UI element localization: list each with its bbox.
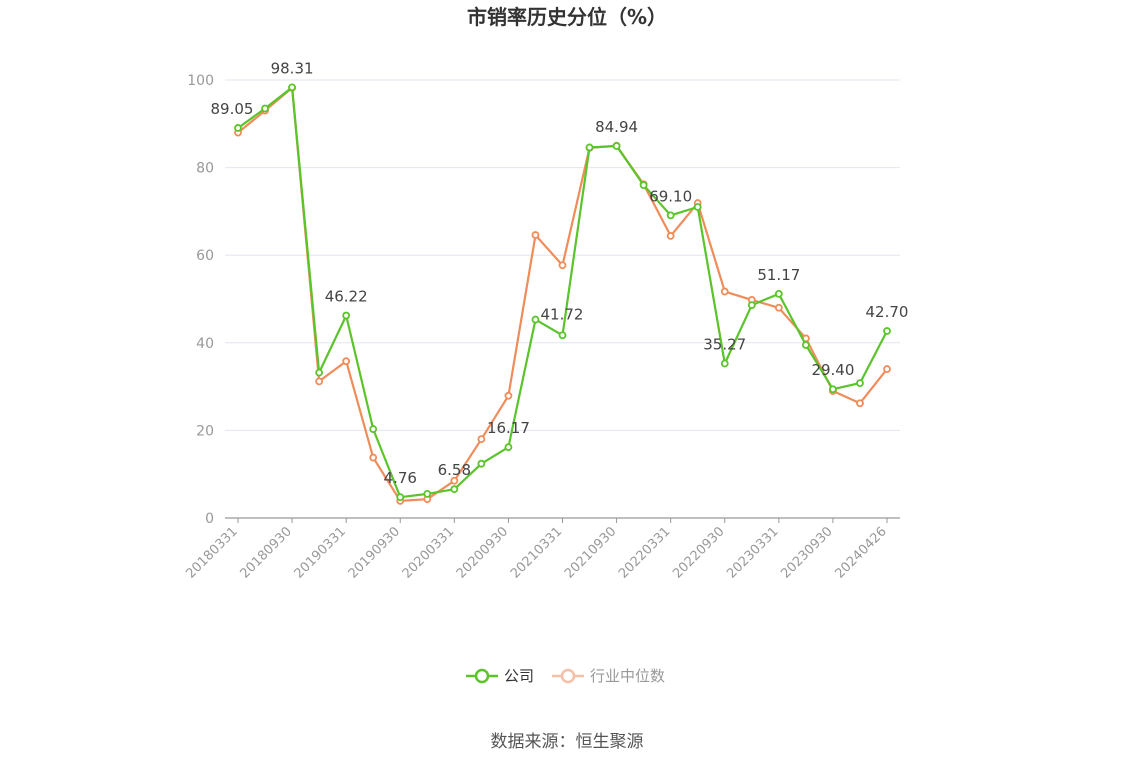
data-label: 16.17 <box>487 419 530 437</box>
y-tick-label: 0 <box>205 511 214 527</box>
data-point[interactable] <box>747 301 756 310</box>
data-point[interactable] <box>396 493 405 502</box>
data-label: 84.94 <box>595 118 638 136</box>
data-point[interactable] <box>883 365 891 373</box>
x-tick-label: 20230930 <box>778 524 835 581</box>
data-point[interactable] <box>774 289 783 298</box>
data-point[interactable] <box>261 104 269 113</box>
data-label: 41.72 <box>541 305 584 323</box>
x-tick-label: 20210930 <box>562 524 619 581</box>
data-point[interactable] <box>450 485 459 494</box>
legend-marker <box>474 668 490 684</box>
x-tick-label: 20220331 <box>616 524 673 581</box>
x-tick-label: 20180930 <box>238 524 295 581</box>
x-tick-label: 20220930 <box>670 524 727 581</box>
data-point[interactable] <box>342 357 351 366</box>
data-label: 98.31 <box>271 59 314 77</box>
y-tick-label: 40 <box>196 336 214 352</box>
data-point[interactable] <box>477 459 486 468</box>
data-labels: 89.05 98.31 46.22 4.76 6.58 16.17 41.72 84.94 69… <box>211 59 909 487</box>
data-point[interactable] <box>558 331 567 340</box>
data-label: 69.10 <box>649 187 692 205</box>
data-label: 35.27 <box>703 336 746 354</box>
data-point[interactable] <box>288 83 296 92</box>
series-layer <box>234 83 891 505</box>
data-point[interactable] <box>342 311 351 320</box>
x-tick-label: 20200930 <box>454 524 511 581</box>
data-point[interactable] <box>720 359 729 368</box>
x-tick-label: 20190930 <box>346 524 403 581</box>
grid-lines <box>225 79 900 431</box>
y-tick-label: 20 <box>196 423 214 439</box>
data-point[interactable] <box>856 379 864 387</box>
legend-marker <box>560 668 576 684</box>
data-point[interactable] <box>531 231 540 239</box>
x-tick-label: 20200331 <box>400 524 457 581</box>
data-point[interactable] <box>774 303 783 312</box>
data-point[interactable] <box>315 368 324 377</box>
data-point[interactable] <box>504 391 513 400</box>
legend-label: 行业中位数 <box>590 667 665 685</box>
data-label: 46.22 <box>325 288 368 306</box>
data-point[interactable] <box>369 425 378 433</box>
data-label: 4.76 <box>384 469 417 487</box>
source-note: 数据来源：恒生聚源 <box>491 732 644 752</box>
y-tick-label: 80 <box>196 161 214 177</box>
chart-title: 市销率历史分位（%） <box>467 5 667 29</box>
x-tick-label: 20190331 <box>292 524 349 581</box>
data-label: 29.40 <box>811 361 854 379</box>
data-point[interactable] <box>369 453 378 462</box>
y-tick-label: 60 <box>196 248 214 264</box>
legend[interactable]: 公司 行业中位数 <box>466 667 665 685</box>
data-point[interactable] <box>666 232 675 240</box>
legend-label: 公司 <box>504 667 534 685</box>
data-point[interactable] <box>612 142 621 150</box>
data-point[interactable] <box>801 341 810 349</box>
y-tick-label: 100 <box>187 73 214 89</box>
x-tick-label: 20180331 <box>183 524 240 581</box>
data-point[interactable] <box>856 399 864 408</box>
x-tick-label: 20210331 <box>508 524 565 581</box>
data-point[interactable] <box>693 203 702 211</box>
data-label: 51.17 <box>757 266 800 284</box>
data-point[interactable] <box>531 315 540 324</box>
x-axis: 2018033120180930201903312019093020200331… <box>183 517 900 582</box>
data-point[interactable] <box>477 435 486 444</box>
data-point[interactable] <box>585 143 594 152</box>
series-company <box>234 83 891 502</box>
data-label: 89.05 <box>211 100 254 118</box>
data-label: 42.70 <box>866 303 909 321</box>
data-point[interactable] <box>720 287 729 296</box>
data-point[interactable] <box>234 124 242 132</box>
data-point[interactable] <box>450 476 459 485</box>
data-point[interactable] <box>666 211 675 220</box>
x-tick-label: 20240426 <box>832 524 889 581</box>
data-point[interactable] <box>558 261 567 270</box>
legend-item-industry-median[interactable]: 行业中位数 <box>552 667 665 685</box>
data-point[interactable] <box>315 377 324 386</box>
data-point[interactable] <box>504 443 513 452</box>
data-point[interactable] <box>639 181 648 190</box>
x-tick-label: 20230331 <box>724 524 781 581</box>
y-axis: 0 20 40 60 80 100 <box>187 73 214 527</box>
data-point[interactable] <box>883 327 891 335</box>
data-point[interactable] <box>423 490 432 498</box>
data-label: 6.58 <box>438 461 471 479</box>
legend-item-company[interactable]: 公司 <box>466 667 534 685</box>
data-point[interactable] <box>829 385 837 394</box>
